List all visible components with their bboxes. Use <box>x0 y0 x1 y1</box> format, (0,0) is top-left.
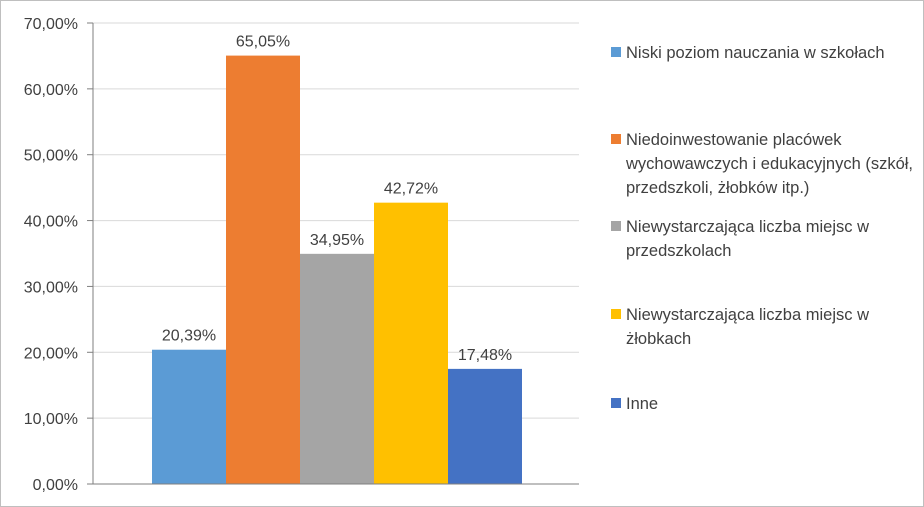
y-tick-label: 40,00% <box>24 214 78 231</box>
bars <box>152 55 522 485</box>
bar <box>152 349 226 484</box>
legend-item: Inne <box>611 392 916 416</box>
bar <box>300 253 374 484</box>
data-label: 17,48% <box>458 347 512 364</box>
y-tick-label: 30,00% <box>24 279 78 296</box>
data-label: 65,05% <box>236 34 290 51</box>
y-tick-label: 20,00% <box>24 345 78 362</box>
bar <box>448 368 522 484</box>
bar <box>374 202 448 485</box>
legend-swatch <box>611 221 621 231</box>
bar <box>226 55 300 485</box>
legend-swatch <box>611 398 621 408</box>
bar-chart: 0,00% 10,00% 20,00% 30,00% 40,00% 50,00% 60,00… <box>24 16 579 494</box>
y-tick-label: 70,00% <box>24 16 78 33</box>
data-label: 20,39% <box>162 328 216 345</box>
legend-item: Niewystarczająca liczba miejsc w przedsz… <box>611 215 916 263</box>
data-label: 34,95% <box>310 232 364 249</box>
legend: Niski poziom nauczania w szkołach Niedoin… <box>611 1 921 506</box>
y-tick-label: 10,00% <box>24 411 78 428</box>
legend-item: Niedoinwestowanie placówek wychowawczych… <box>611 128 916 200</box>
legend-swatch <box>611 134 621 144</box>
y-tick-label: 0,00% <box>33 477 78 494</box>
axes: 0,00% 10,00% 20,00% 30,00% 40,00% 50,00% 60,00… <box>24 16 579 494</box>
data-label: 42,72% <box>384 181 438 198</box>
legend-swatch <box>611 47 621 57</box>
legend-label: Niedoinwestowanie placówek wychowawczych… <box>626 131 914 197</box>
legend-label: Inne <box>626 395 659 413</box>
y-tick-label: 60,00% <box>24 82 78 99</box>
legend-label: Niewystarczająca liczba miejsc w żłobkac… <box>626 306 869 348</box>
legend-swatch <box>611 309 621 319</box>
legend-label: Niewystarczająca liczba miejsc w przedsz… <box>626 218 869 260</box>
legend-label: Niski poziom nauczania w szkołach <box>626 44 885 62</box>
legend-item: Niski poziom nauczania w szkołach <box>611 41 916 65</box>
y-tick-label: 50,00% <box>24 148 78 165</box>
legend-item: Niewystarczająca liczba miejsc w żłobkac… <box>611 303 916 351</box>
data-labels: 20,39% 65,05% 34,95% 42,72% 17,48% <box>162 34 512 364</box>
